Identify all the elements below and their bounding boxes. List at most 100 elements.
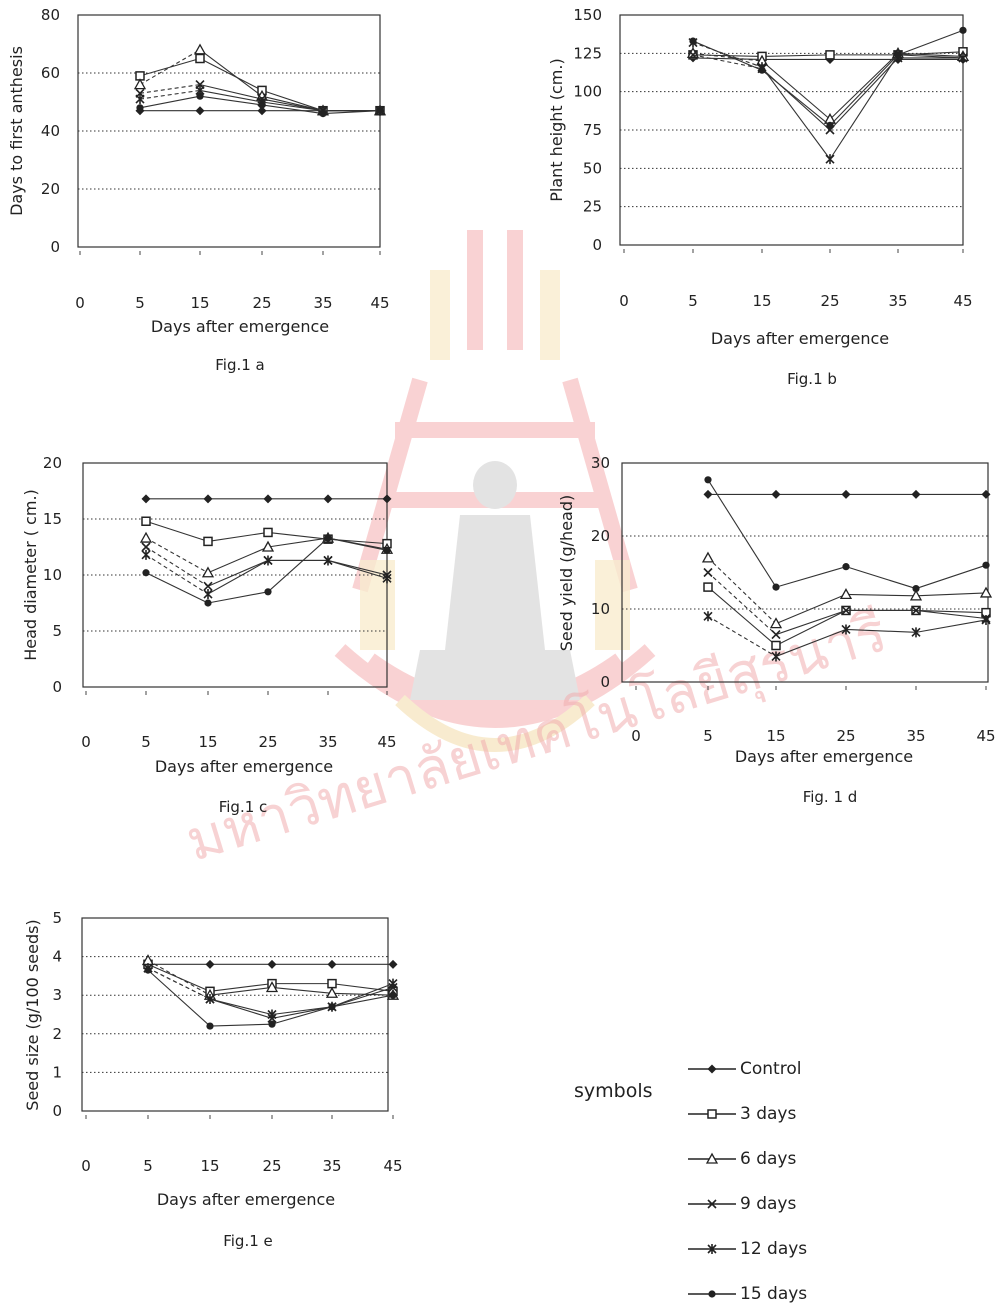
data-point [701, 551, 715, 563]
x-tick-label: 0 [619, 292, 629, 310]
x-tick-label: 5 [135, 294, 145, 312]
series-15-days [144, 966, 397, 1030]
data-point [263, 527, 273, 538]
data-point [196, 92, 204, 100]
data-point [263, 494, 273, 504]
data-point [825, 50, 835, 60]
legend-marker [707, 1109, 717, 1119]
chart-panel-4: 0 10 20 30 0 5 15 25 35 45 Days after emergence See… [557, 454, 996, 806]
series-segment [199, 49, 263, 97]
series-segment [267, 537, 329, 548]
legend-marker [708, 1290, 716, 1298]
data-point [139, 531, 153, 543]
series-segment [139, 84, 201, 94]
data-point [703, 567, 713, 578]
y-axis-label: Plant height (cm.) [547, 58, 566, 201]
data-point [689, 37, 697, 45]
figure-caption: Fig. 1 d [803, 788, 858, 806]
series-segment [331, 992, 394, 996]
series-segment [139, 95, 201, 109]
series-segment [147, 959, 211, 996]
series-segment [145, 554, 209, 595]
y-tick-label: 30 [591, 454, 610, 472]
data-point [909, 589, 923, 601]
data-point [959, 26, 967, 34]
y-tick-label: 50 [583, 159, 602, 177]
series-segment [829, 52, 899, 120]
data-point [389, 991, 397, 999]
data-point [769, 617, 783, 629]
y-tick-label: 5 [52, 909, 62, 927]
y-tick-label: 1 [52, 1063, 62, 1081]
data-point [704, 476, 712, 484]
series-15-days [142, 534, 391, 607]
series-segment [267, 531, 329, 540]
data-point [144, 966, 152, 974]
legend-diamond-icon [688, 1064, 736, 1074]
data-point [141, 494, 151, 504]
y-tick-label: 0 [52, 1102, 62, 1120]
x-tick-label: 0 [81, 733, 91, 751]
plot-area [621, 462, 989, 683]
series-segment [915, 592, 987, 597]
series-segment [145, 572, 209, 604]
data-point [261, 540, 275, 552]
y-tick-label: 5 [52, 622, 62, 640]
series-9-days [703, 567, 991, 640]
legend-item-15-days: 15 days [688, 1283, 807, 1305]
legend-label: 9 days [740, 1194, 797, 1214]
legend-label: 15 days [740, 1284, 808, 1304]
series-segment [261, 89, 324, 112]
chart-panel-1: 0 20 40 60 80 0 5 15 25 35 45 Days after emergence D… [7, 6, 390, 374]
data-point [133, 78, 147, 90]
data-point [911, 605, 921, 616]
data-point [205, 994, 215, 1005]
data-point [388, 978, 398, 989]
data-point [136, 104, 144, 112]
legend: symbols Control 3 days 6 days 9 days 12 days… [570, 1050, 870, 1305]
series-segment [327, 559, 388, 579]
data-point [841, 489, 851, 499]
series-6-days [701, 551, 993, 629]
x-tick-label: 15 [766, 727, 785, 745]
legend-label: 12 days [740, 1239, 808, 1259]
y-tick-label: 0 [600, 673, 610, 691]
series-control [143, 959, 398, 969]
data-point [841, 624, 851, 635]
y-tick-label: 25 [583, 198, 602, 216]
x-tick-label: 0 [81, 1157, 91, 1175]
data-point [328, 1003, 336, 1011]
x-tick-label: 15 [190, 294, 209, 312]
series-segment [829, 54, 899, 126]
series-segment [897, 54, 964, 59]
x-tick-label: 5 [688, 292, 698, 310]
series-segment [207, 531, 269, 542]
y-tick-label: 20 [41, 180, 60, 198]
x-axis-label: Days after emergence [155, 757, 333, 776]
series-segment [145, 546, 209, 587]
series-segment [207, 559, 269, 595]
data-point [327, 978, 337, 989]
series-segment [331, 983, 394, 1008]
y-tick-label: 4 [52, 948, 62, 966]
series-segment [897, 29, 964, 56]
y-tick-label: 150 [573, 6, 602, 24]
legend-x-icon [688, 1199, 736, 1209]
y-tick-label: 0 [50, 238, 60, 256]
series-segment [829, 54, 899, 160]
data-point [203, 589, 213, 600]
x-axis-label: Days after emergence [157, 1190, 335, 1209]
series-segment [915, 619, 987, 633]
series-segment [761, 60, 831, 120]
y-tick-label: 60 [41, 64, 60, 82]
y-tick-label: 75 [583, 121, 602, 139]
x-axis-label: Days after emergence [151, 317, 329, 336]
legend-item-3-days: 3 days [688, 1103, 796, 1125]
data-point [981, 489, 991, 499]
x-axis-label: Days after emergence [711, 329, 889, 348]
series-segment [209, 986, 273, 996]
data-point [703, 582, 713, 592]
x-tick-label: 45 [370, 294, 389, 312]
series-segment [775, 628, 847, 657]
